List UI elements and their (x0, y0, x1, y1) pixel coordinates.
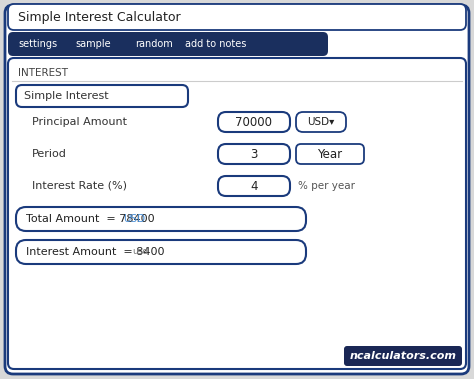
FancyBboxPatch shape (8, 58, 466, 369)
FancyBboxPatch shape (218, 176, 290, 196)
Text: Simple Interest Calculator: Simple Interest Calculator (18, 11, 181, 23)
Text: 4: 4 (250, 180, 258, 193)
FancyBboxPatch shape (218, 112, 290, 132)
FancyBboxPatch shape (8, 32, 328, 56)
FancyBboxPatch shape (344, 346, 462, 366)
Text: settings: settings (18, 39, 57, 49)
Text: USD: USD (123, 214, 145, 224)
Text: Year: Year (318, 147, 343, 160)
Text: ncalculators.com: ncalculators.com (349, 351, 456, 361)
FancyBboxPatch shape (218, 144, 290, 164)
FancyBboxPatch shape (16, 207, 306, 231)
Text: add to notes: add to notes (185, 39, 246, 49)
Text: Total Amount  = 78400: Total Amount = 78400 (26, 214, 155, 224)
Text: usd: usd (132, 247, 148, 257)
Text: USD▾: USD▾ (307, 117, 335, 127)
Text: Principal Amount: Principal Amount (32, 117, 127, 127)
FancyBboxPatch shape (8, 4, 466, 30)
Text: 3: 3 (250, 147, 258, 160)
Text: sample: sample (75, 39, 110, 49)
Text: 70000: 70000 (236, 116, 273, 128)
Text: INTEREST: INTEREST (18, 68, 68, 78)
Text: % per year: % per year (298, 181, 355, 191)
Text: Simple Interest: Simple Interest (24, 91, 109, 101)
FancyBboxPatch shape (5, 5, 469, 374)
FancyBboxPatch shape (16, 85, 188, 107)
FancyBboxPatch shape (296, 112, 346, 132)
FancyBboxPatch shape (296, 144, 364, 164)
Text: Interest Amount  = 8400: Interest Amount = 8400 (26, 247, 164, 257)
Text: Period: Period (32, 149, 67, 159)
Text: Interest Rate (%): Interest Rate (%) (32, 181, 127, 191)
FancyBboxPatch shape (16, 240, 306, 264)
Text: random: random (135, 39, 173, 49)
